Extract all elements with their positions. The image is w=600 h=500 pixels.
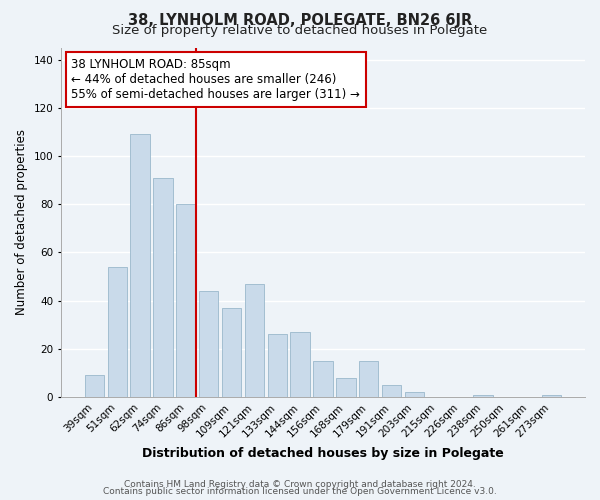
Bar: [473, 394, 493, 397]
Bar: [313, 361, 332, 397]
Y-axis label: Number of detached properties: Number of detached properties: [15, 129, 28, 315]
Bar: [290, 332, 310, 397]
Bar: [404, 392, 424, 397]
Bar: [245, 284, 264, 397]
Bar: [359, 361, 379, 397]
Bar: [268, 334, 287, 397]
Text: 38, LYNHOLM ROAD, POLEGATE, BN26 6JR: 38, LYNHOLM ROAD, POLEGATE, BN26 6JR: [128, 12, 472, 28]
Bar: [85, 376, 104, 397]
Text: Contains public sector information licensed under the Open Government Licence v3: Contains public sector information licen…: [103, 487, 497, 496]
Bar: [107, 267, 127, 397]
Bar: [382, 385, 401, 397]
Bar: [222, 308, 241, 397]
Bar: [176, 204, 196, 397]
Text: Contains HM Land Registry data © Crown copyright and database right 2024.: Contains HM Land Registry data © Crown c…: [124, 480, 476, 489]
Bar: [154, 178, 173, 397]
Bar: [130, 134, 150, 397]
Bar: [542, 394, 561, 397]
Bar: [336, 378, 356, 397]
Bar: [199, 291, 218, 397]
Text: Size of property relative to detached houses in Polegate: Size of property relative to detached ho…: [112, 24, 488, 37]
X-axis label: Distribution of detached houses by size in Polegate: Distribution of detached houses by size …: [142, 447, 504, 460]
Text: 38 LYNHOLM ROAD: 85sqm
← 44% of detached houses are smaller (246)
55% of semi-de: 38 LYNHOLM ROAD: 85sqm ← 44% of detached…: [71, 58, 361, 101]
